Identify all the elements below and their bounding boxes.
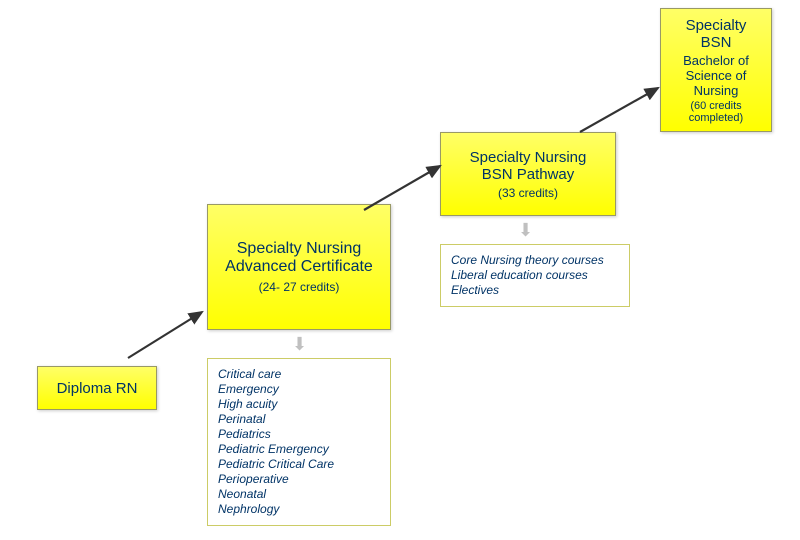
desc-bsnpath-courses: Core Nursing theory coursesLiberal educa…	[440, 244, 630, 307]
desc-item: Emergency	[218, 382, 380, 397]
node-subtitle: (24- 27 credits)	[259, 280, 340, 294]
node-subtitle: (33 credits)	[498, 186, 558, 200]
node-title-line1: Specialty Nursing	[470, 149, 587, 166]
node-title-line1: Specialty Nursing	[237, 240, 362, 258]
arrow-diploma-to-advcert	[128, 312, 202, 358]
desc-item: Electives	[451, 283, 619, 298]
desc-item: Liberal education courses	[451, 268, 619, 283]
node-note-line1: (60 credits	[690, 100, 741, 112]
desc-advcert-specialties: Critical careEmergencyHigh acuityPerinat…	[207, 358, 391, 526]
node-title-line1: Specialty	[686, 17, 747, 34]
down-arrow-icon: ⬇	[518, 220, 533, 241]
node-subtitle-line3: Nursing	[694, 83, 739, 98]
desc-item: Core Nursing theory courses	[451, 253, 619, 268]
desc-item: Pediatrics	[218, 427, 380, 442]
node-specialty-bsn: Specialty BSN Bachelor of Science of Nur…	[660, 8, 772, 132]
desc-item: Pediatric Critical Care	[218, 457, 380, 472]
node-bsn-pathway: Specialty Nursing BSN Pathway (33 credit…	[440, 132, 616, 216]
desc-item: Critical care	[218, 367, 380, 382]
node-diploma-rn: Diploma RN	[37, 366, 157, 410]
node-advanced-certificate: Specialty Nursing Advanced Certificate (…	[207, 204, 391, 330]
node-subtitle-line2: Science of	[686, 68, 747, 83]
node-title: Diploma RN	[57, 380, 138, 397]
node-title-line2: Advanced Certificate	[225, 258, 373, 276]
desc-item: Pediatric Emergency	[218, 442, 380, 457]
desc-item: High acuity	[218, 397, 380, 412]
node-title-line2: BSN Pathway	[482, 166, 575, 183]
desc-item: Nephrology	[218, 502, 380, 517]
desc-item: Perioperative	[218, 472, 380, 487]
down-arrow-icon: ⬇	[292, 334, 307, 355]
node-subtitle-line1: Bachelor of	[683, 53, 749, 68]
desc-item: Perinatal	[218, 412, 380, 427]
desc-item: Neonatal	[218, 487, 380, 502]
arrow-bsnpath-to-bsn	[580, 88, 658, 132]
node-title-line2: BSN	[701, 34, 732, 51]
node-note-line2: completed)	[689, 112, 743, 124]
